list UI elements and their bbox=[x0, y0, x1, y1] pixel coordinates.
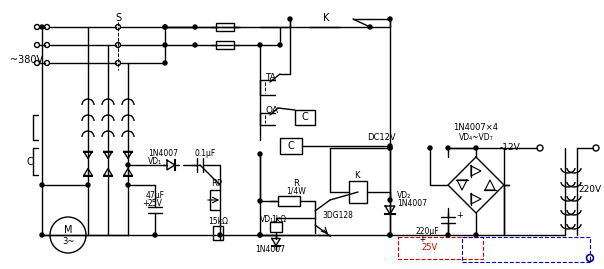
Text: C: C bbox=[27, 157, 33, 167]
Text: K: K bbox=[323, 13, 329, 23]
Bar bbox=[349, 181, 367, 203]
Text: M: M bbox=[64, 225, 72, 235]
Bar bbox=[216, 41, 234, 49]
Text: VD₁: VD₁ bbox=[260, 214, 274, 224]
Bar bbox=[295, 110, 315, 125]
Bar bbox=[216, 23, 234, 31]
Bar bbox=[398, 237, 483, 259]
Text: +: + bbox=[415, 235, 428, 245]
Bar bbox=[278, 196, 300, 206]
Circle shape bbox=[428, 146, 432, 150]
Text: C: C bbox=[301, 112, 309, 122]
Circle shape bbox=[388, 198, 392, 202]
Circle shape bbox=[86, 183, 90, 187]
Circle shape bbox=[193, 43, 197, 47]
Circle shape bbox=[388, 146, 392, 150]
Text: K: K bbox=[355, 172, 360, 180]
Bar bbox=[280, 138, 302, 154]
Bar bbox=[213, 226, 223, 240]
Circle shape bbox=[163, 61, 167, 65]
Text: 3~: 3~ bbox=[62, 236, 74, 246]
Text: 1N4007×4: 1N4007×4 bbox=[454, 123, 498, 133]
Text: 1N4007: 1N4007 bbox=[397, 200, 427, 208]
Text: 25V: 25V bbox=[422, 243, 438, 253]
Text: ~380V: ~380V bbox=[10, 55, 43, 65]
Circle shape bbox=[388, 233, 392, 237]
Circle shape bbox=[153, 233, 157, 237]
Bar bbox=[462, 237, 590, 262]
Text: R: R bbox=[293, 179, 299, 187]
Circle shape bbox=[218, 233, 222, 237]
Circle shape bbox=[388, 146, 392, 150]
Text: 1N4007: 1N4007 bbox=[148, 148, 178, 158]
Text: DC12V: DC12V bbox=[367, 133, 396, 143]
Circle shape bbox=[126, 163, 130, 167]
Circle shape bbox=[40, 25, 44, 29]
Circle shape bbox=[193, 25, 197, 29]
Circle shape bbox=[163, 25, 167, 29]
Text: C: C bbox=[288, 141, 294, 151]
Text: 25V: 25V bbox=[147, 199, 162, 207]
Circle shape bbox=[40, 183, 44, 187]
Text: 1kΩ: 1kΩ bbox=[271, 214, 286, 224]
Circle shape bbox=[258, 233, 262, 237]
Text: 220μF: 220μF bbox=[415, 228, 439, 236]
Text: QA: QA bbox=[265, 105, 278, 115]
Circle shape bbox=[388, 233, 392, 237]
Circle shape bbox=[126, 183, 130, 187]
Text: S: S bbox=[115, 13, 121, 23]
Circle shape bbox=[278, 43, 282, 47]
Text: VD₁: VD₁ bbox=[148, 157, 162, 165]
Circle shape bbox=[258, 233, 262, 237]
Text: 1/4W: 1/4W bbox=[286, 186, 306, 196]
Text: 0.1μF: 0.1μF bbox=[194, 148, 216, 158]
Text: VD₂: VD₂ bbox=[397, 192, 411, 200]
Circle shape bbox=[388, 17, 392, 21]
Circle shape bbox=[163, 25, 167, 29]
Circle shape bbox=[388, 144, 392, 148]
Circle shape bbox=[258, 152, 262, 156]
Circle shape bbox=[258, 199, 262, 203]
Circle shape bbox=[474, 146, 478, 150]
Bar bbox=[210, 190, 220, 210]
Circle shape bbox=[368, 25, 372, 29]
Text: RP: RP bbox=[211, 179, 222, 187]
Text: VD₄~VD₇: VD₄~VD₇ bbox=[458, 133, 493, 141]
Circle shape bbox=[446, 233, 450, 237]
Text: 1N4007: 1N4007 bbox=[255, 245, 285, 253]
Text: +: + bbox=[143, 200, 149, 208]
Bar bbox=[270, 222, 282, 232]
Text: -12V: -12V bbox=[500, 143, 521, 153]
Circle shape bbox=[258, 43, 262, 47]
Circle shape bbox=[163, 43, 167, 47]
Text: 47μF: 47μF bbox=[146, 190, 164, 200]
Text: 220V: 220V bbox=[579, 186, 602, 194]
Circle shape bbox=[288, 17, 292, 21]
Text: 3DG128: 3DG128 bbox=[323, 211, 353, 221]
Text: +: + bbox=[456, 211, 463, 221]
Text: TA: TA bbox=[265, 73, 276, 82]
Circle shape bbox=[474, 233, 478, 237]
Circle shape bbox=[446, 146, 450, 150]
Circle shape bbox=[40, 233, 44, 237]
Text: 15kΩ: 15kΩ bbox=[208, 218, 228, 226]
